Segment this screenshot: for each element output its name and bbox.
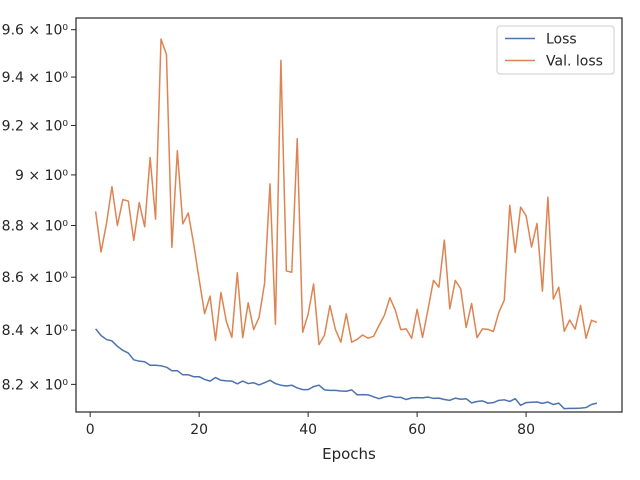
- y-tick-label: 8.4 × 10⁰: [2, 323, 69, 339]
- y-tick-label: 9 × 10⁰: [15, 168, 68, 184]
- x-axis-label: Epochs: [322, 445, 376, 463]
- series-line-val-loss: [94, 38, 598, 346]
- x-tick-label: 60: [408, 422, 426, 438]
- legend-label-loss: Loss: [546, 32, 577, 48]
- series-line-loss: [95, 328, 598, 410]
- y-tick-label: 9.6 × 10⁰: [2, 23, 69, 39]
- axes-frame: [75, 17, 623, 413]
- x-tick-label: 40: [299, 422, 317, 438]
- y-axis: 8.2 × 10⁰ 8.4 × 10⁰ 8.6 × 10⁰ 8.8 × 10⁰ 9 × …: [2, 23, 76, 393]
- y-tick-label: 9.4 × 10⁰: [2, 70, 69, 86]
- x-tick-label: 20: [190, 422, 208, 438]
- x-axis: 0 20 40 60 80: [86, 412, 535, 438]
- plot-lines: [94, 38, 598, 410]
- y-tick-label: 8.8 × 10⁰: [2, 218, 69, 234]
- y-tick-label: 8.2 × 10⁰: [2, 377, 69, 393]
- legend: Loss Val. loss: [496, 25, 615, 75]
- y-tick-label: 8.6 × 10⁰: [2, 270, 69, 286]
- legend-label-val-loss: Val. loss: [546, 54, 603, 70]
- x-tick-label: 0: [86, 422, 95, 438]
- x-tick-label: 80: [517, 422, 535, 438]
- y-tick-label: 9.2 × 10⁰: [2, 118, 69, 134]
